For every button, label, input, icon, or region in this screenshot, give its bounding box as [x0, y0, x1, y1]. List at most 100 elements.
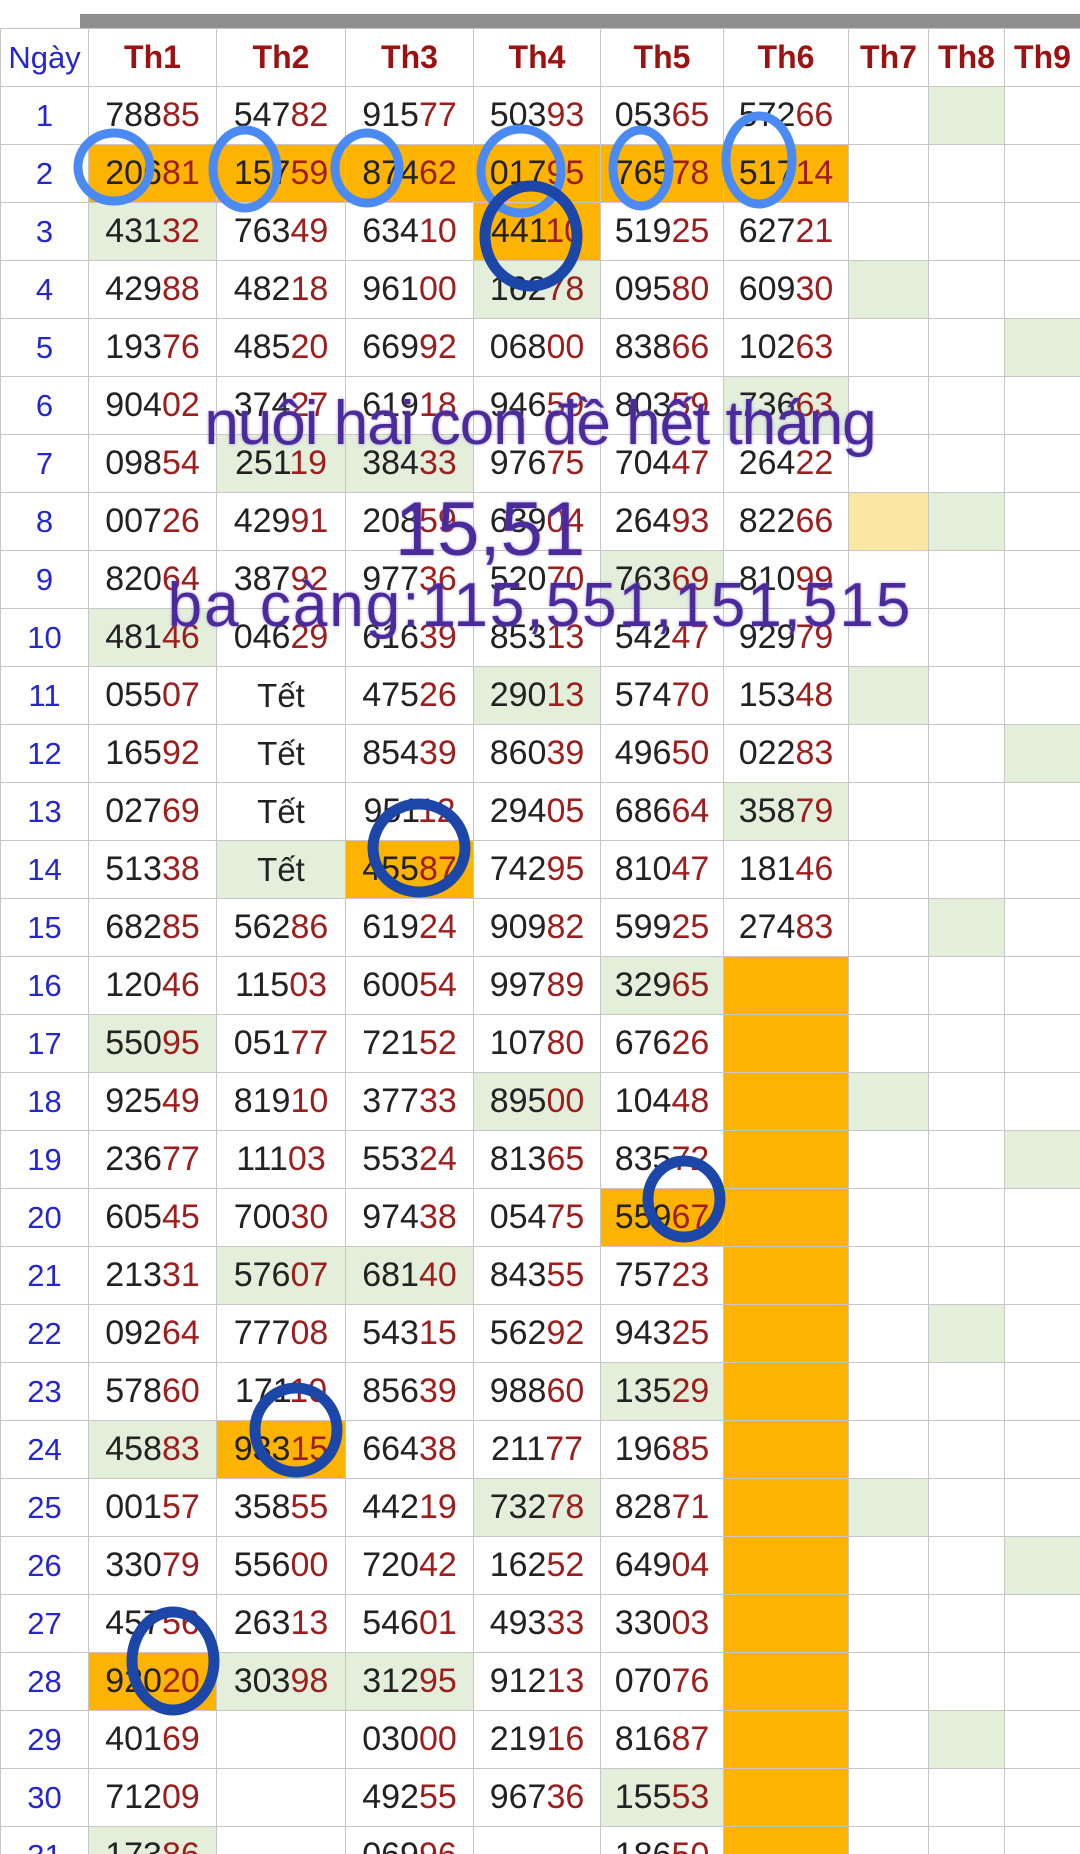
- number-prefix: 030: [362, 1720, 419, 1758]
- number-last-two: 66: [795, 96, 834, 134]
- number-last-two: 29: [671, 1372, 710, 1410]
- day-cell: 4: [0, 260, 89, 319]
- table-row-day-11: 11 05507 Tết 47526 29013 57470 15348: [0, 666, 1080, 725]
- number-cell-th4: 10780: [473, 1014, 601, 1073]
- number-last-two: 03: [289, 966, 328, 1004]
- number-prefix: 384: [362, 444, 419, 482]
- number-cell-th4: 97675: [473, 434, 601, 493]
- header-month-column-th7: Th7: [848, 28, 929, 87]
- number-cell-th8: [928, 260, 1005, 319]
- number-cell-th4: 52070: [473, 550, 601, 609]
- day-cell: 20: [0, 1188, 89, 1247]
- number-prefix: 069: [362, 1836, 419, 1854]
- day-cell: 10: [0, 608, 89, 667]
- number-last-two: 52: [546, 1546, 585, 1584]
- horizontal-scrollbar[interactable]: [80, 14, 1080, 28]
- table-row-day-25: 25 00157 35855 44219 73278 82871: [0, 1478, 1080, 1537]
- number-cell-th7: [848, 144, 929, 203]
- number-last-two: 95: [418, 1662, 457, 1700]
- number-cell-th1: 23677: [88, 1130, 217, 1189]
- number-prefix: 455: [362, 850, 419, 888]
- table-row-day-4: 4 42988 48218 96100 16278 09580 60930: [0, 260, 1080, 319]
- number-last-two: 69: [161, 1720, 200, 1758]
- number-last-two: 13: [546, 676, 585, 714]
- number-last-two: 77: [290, 1024, 329, 1062]
- number-cell-th4: 06800: [473, 318, 601, 377]
- number-last-two: 83: [795, 908, 834, 946]
- number-cell-th2: 77708: [216, 1304, 346, 1363]
- number-last-two: 63: [795, 386, 834, 424]
- number-prefix: 904: [105, 386, 162, 424]
- number-last-two: 03: [671, 1604, 710, 1642]
- table-row-day-16: 16 12046 11503 60054 99789 32965: [0, 956, 1080, 1015]
- number-cell-th8: [928, 840, 1005, 899]
- number-cell-th7: [848, 1188, 929, 1247]
- number-cell-th4: 29013: [473, 666, 601, 725]
- table-row-day-27: 27 45756 26313 54601 49333 33003: [0, 1594, 1080, 1653]
- number-cell-th4: 29405: [473, 782, 601, 841]
- number-cell-th2: 48520: [216, 318, 346, 377]
- number-last-two: 38: [418, 1198, 457, 1236]
- number-prefix: 330: [105, 1546, 162, 1584]
- number-prefix: 186: [615, 1836, 672, 1854]
- table-row-day-5: 5 19376 48520 66992 06800 83866 10263: [0, 318, 1080, 377]
- number-cell-th3: 63410: [345, 202, 474, 261]
- number-cell-th7: [848, 898, 929, 957]
- number-cell-th9: [1004, 724, 1080, 783]
- number-cell-th5: 76578: [600, 144, 724, 203]
- table-row-day-14: 14 51338 Tết 45587 74295 81047 18146: [0, 840, 1080, 899]
- number-last-two: 02: [161, 386, 200, 424]
- number-cell-th1: 51338: [88, 840, 217, 899]
- number-prefix: 196: [614, 1430, 672, 1468]
- number-prefix: 816: [614, 1720, 672, 1758]
- tet-label: Tết: [257, 792, 305, 830]
- number-cell-th6: [723, 1246, 849, 1305]
- number-cell-th7: [848, 550, 929, 609]
- number-cell-th9: [1004, 86, 1080, 145]
- number-prefix: 736: [738, 386, 796, 424]
- number-prefix: 572: [738, 96, 796, 134]
- number-cell-th8: [928, 956, 1005, 1015]
- number-prefix: 720: [362, 1546, 419, 1584]
- number-cell-th4: 98860: [473, 1362, 601, 1421]
- number-last-two: 52: [418, 1024, 457, 1062]
- number-prefix: 165: [105, 734, 162, 772]
- tet-label: Tết: [257, 676, 305, 714]
- number-cell-th6: [723, 1710, 849, 1769]
- number-cell-th1: 45883: [88, 1420, 217, 1479]
- number-cell-th8: [928, 724, 1005, 783]
- number-last-two: 49: [290, 212, 329, 250]
- number-last-two: 19: [418, 1488, 457, 1526]
- number-cell-th9: [1004, 840, 1080, 899]
- number-last-two: 16: [546, 1720, 585, 1758]
- table-row-day-18: 18 92549 81910 37733 89500 10448: [0, 1072, 1080, 1131]
- number-prefix: 053: [614, 96, 672, 134]
- table-row-day-13: 13 02769 Tết 95112 29405 68664 35879: [0, 782, 1080, 841]
- number-cell-th1: 00726: [88, 492, 217, 551]
- number-last-two: 19: [289, 444, 328, 482]
- number-cell-th9: [1004, 260, 1080, 319]
- number-cell-th8: [928, 1594, 1005, 1653]
- number-prefix: 157: [233, 154, 291, 192]
- number-cell-th9: [1004, 144, 1080, 203]
- number-last-two: 36: [418, 560, 457, 598]
- number-cell-th9: [1004, 376, 1080, 435]
- number-cell-th7: [848, 840, 929, 899]
- number-prefix: 843: [489, 1256, 547, 1294]
- day-cell: 14: [0, 840, 89, 899]
- day-cell: 17: [0, 1014, 89, 1073]
- number-cell-th5: 75723: [600, 1246, 724, 1305]
- number-cell-th6: 81099: [723, 550, 849, 609]
- number-cell-th3: 97438: [345, 1188, 474, 1247]
- number-last-two: 13: [546, 618, 585, 656]
- number-last-two: 79: [795, 792, 834, 830]
- number-prefix: 219: [489, 1720, 547, 1758]
- day-cell: 9: [0, 550, 89, 609]
- number-cell-th5: 10448: [600, 1072, 724, 1131]
- number-cell-th9: [1004, 1304, 1080, 1363]
- number-cell-th7: [848, 1478, 929, 1537]
- day-cell: 23: [0, 1362, 89, 1421]
- number-last-two: 79: [161, 1546, 200, 1584]
- number-cell-th3: 47526: [345, 666, 474, 725]
- header-month-column-th5: Th5: [600, 28, 724, 87]
